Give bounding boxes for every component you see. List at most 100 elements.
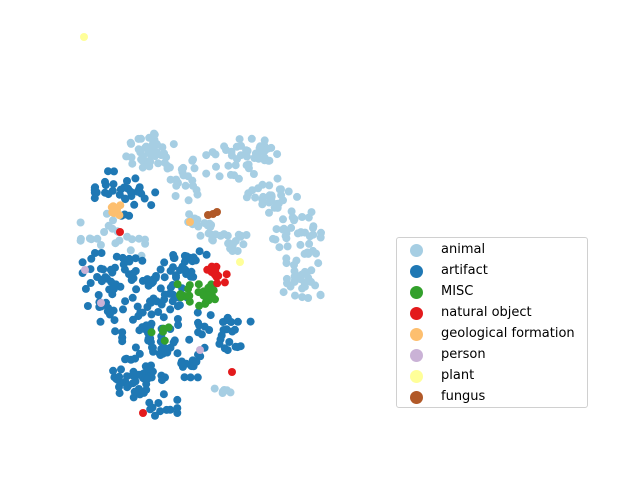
point-animal xyxy=(215,172,224,181)
point-artifact xyxy=(130,387,139,396)
point-artifact xyxy=(166,283,175,292)
point-animal xyxy=(271,235,280,244)
point-animal xyxy=(275,243,284,252)
point-animal xyxy=(123,232,132,241)
point-artifact xyxy=(96,317,105,326)
point-animal xyxy=(239,240,248,249)
point-animal xyxy=(300,249,309,258)
legend-item-misc: MISC xyxy=(397,282,587,303)
point-artifact xyxy=(160,344,169,353)
point-artifact xyxy=(181,265,190,274)
point-animal xyxy=(305,239,314,248)
legend-item-artifact: artifact xyxy=(397,261,587,282)
point-artifact xyxy=(156,265,165,274)
point-artifact xyxy=(147,298,156,307)
legend-marker xyxy=(410,307,423,320)
point-artifact xyxy=(160,290,169,299)
point-artifact xyxy=(187,267,196,276)
legend-marker xyxy=(410,286,423,299)
point-natural-object xyxy=(212,271,221,280)
point-animal xyxy=(141,235,149,244)
point-artifact xyxy=(81,284,90,293)
point-artifact xyxy=(166,305,175,314)
point-animal xyxy=(282,259,291,268)
legend-item-plant: plant xyxy=(397,366,587,387)
point-animal xyxy=(251,149,260,158)
point-animal xyxy=(223,231,232,240)
point-animal xyxy=(277,191,286,200)
point-artifact xyxy=(154,308,163,316)
point-artifact xyxy=(180,257,189,266)
point-animal xyxy=(270,203,279,212)
point-artifact xyxy=(197,330,206,339)
legend-marker xyxy=(410,328,423,341)
point-animal xyxy=(234,230,243,239)
legend-label: artifact xyxy=(441,263,488,278)
point-artifact xyxy=(233,317,242,326)
point-natural-object xyxy=(139,409,147,417)
point-animal xyxy=(189,155,197,164)
point-artifact xyxy=(118,328,127,337)
legend-label: natural object xyxy=(441,305,532,320)
legend-label: animal xyxy=(441,242,486,257)
point-animal xyxy=(177,165,186,174)
point-artifact xyxy=(177,359,186,368)
point-artifact xyxy=(180,373,189,382)
point-geological-formation xyxy=(110,209,118,218)
point-artifact xyxy=(174,321,183,329)
point-animal xyxy=(218,387,227,396)
point-artifact xyxy=(87,254,96,263)
point-artifact xyxy=(111,327,120,336)
point-animal xyxy=(171,192,180,200)
point-artifact xyxy=(144,364,153,373)
point-animal xyxy=(222,146,230,154)
point-animal xyxy=(184,196,193,205)
legend-item-geological-formation: geological formation xyxy=(397,324,587,345)
point-artifact xyxy=(97,249,106,257)
point-animal xyxy=(100,228,109,236)
legend-marker xyxy=(410,244,423,257)
point-animal xyxy=(287,223,296,232)
point-artifact xyxy=(188,257,197,266)
point-artifact xyxy=(126,187,135,196)
point-misc xyxy=(160,336,169,345)
point-animal xyxy=(196,231,205,240)
point-animal xyxy=(314,259,323,268)
point-artifact xyxy=(130,200,139,209)
point-animal xyxy=(291,291,299,300)
point-artifact xyxy=(101,181,110,190)
point-artifact xyxy=(127,276,136,284)
point-person xyxy=(196,346,204,354)
point-animal xyxy=(181,181,190,190)
point-animal xyxy=(165,163,174,172)
point-artifact xyxy=(193,308,202,317)
point-animal xyxy=(190,164,199,173)
point-animal xyxy=(226,170,235,179)
point-misc xyxy=(173,280,182,289)
point-plant xyxy=(236,258,244,266)
point-artifact xyxy=(172,273,180,282)
point-geological-formation xyxy=(116,201,125,210)
point-animal xyxy=(307,266,316,275)
point-animal xyxy=(194,222,203,231)
point-person xyxy=(81,266,89,274)
point-artifact xyxy=(119,260,128,269)
point-animal xyxy=(137,134,145,143)
point-artifact xyxy=(115,389,124,398)
point-animal xyxy=(122,152,131,161)
point-animal xyxy=(236,151,245,160)
point-artifact xyxy=(173,404,182,413)
point-animal xyxy=(228,240,237,249)
point-artifact xyxy=(104,167,112,176)
point-artifact xyxy=(186,373,195,382)
legend-item-natural-object: natural object xyxy=(397,303,587,324)
point-animal xyxy=(293,192,301,201)
point-artifact xyxy=(148,403,157,412)
point-animal xyxy=(272,225,281,234)
point-animal xyxy=(128,159,137,168)
point-artifact xyxy=(147,201,156,210)
point-animal xyxy=(232,142,241,151)
point-animal xyxy=(166,175,175,184)
point-animal xyxy=(304,294,313,302)
point-animal xyxy=(264,192,273,201)
